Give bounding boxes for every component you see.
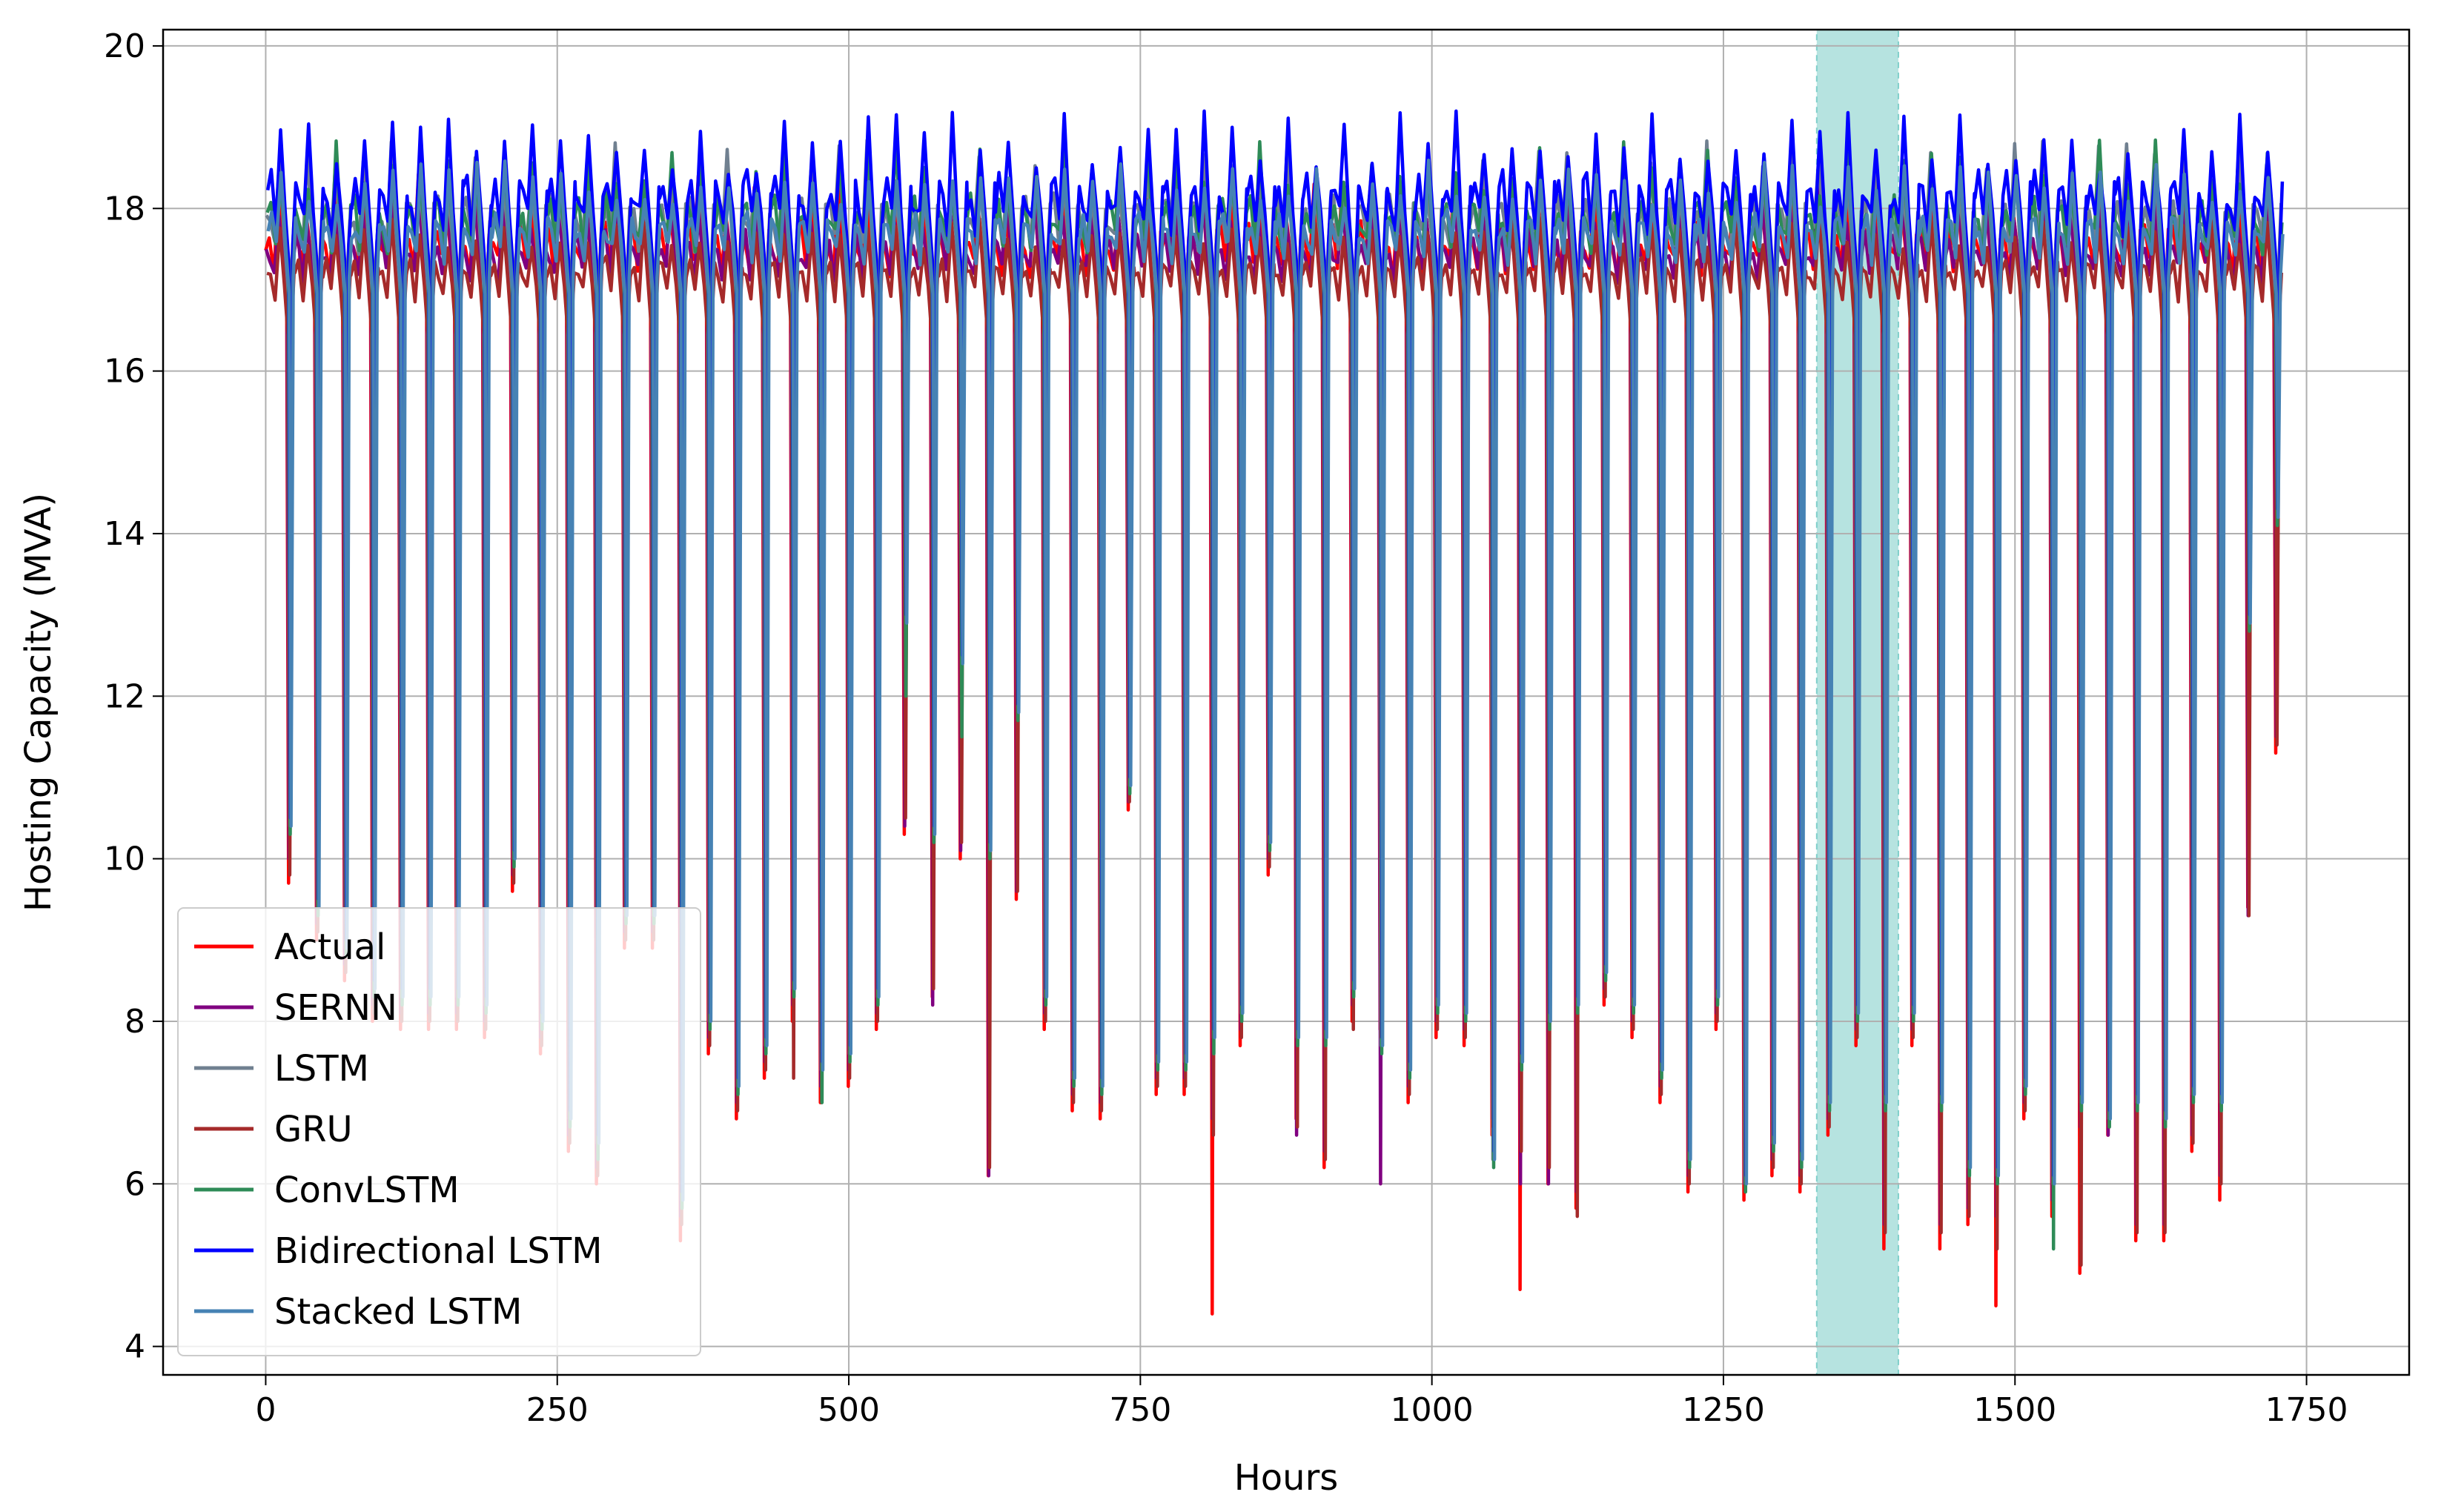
x-tick-label: 750 — [1109, 1391, 1171, 1429]
y-tick-label: 20 — [104, 27, 145, 65]
x-tick-label: 1750 — [2265, 1391, 2348, 1429]
y-tick-label: 6 — [125, 1165, 145, 1203]
legend-label: LSTM — [274, 1048, 369, 1090]
y-axis-label: Hosting Capacity (MVA) — [18, 493, 59, 912]
legend-box — [177, 907, 701, 1356]
x-tick-label: 1250 — [1682, 1391, 1765, 1429]
y-tick-label: 14 — [104, 515, 145, 553]
legend-items: Actual SERNN LSTM GRU ConvLSTM Bidirectional … — [194, 926, 603, 1333]
y-tick-label: 12 — [104, 677, 145, 715]
legend-label: SERNN — [274, 987, 397, 1029]
y-tick-label: 10 — [104, 840, 145, 878]
x-tick-label: 500 — [818, 1391, 880, 1429]
series-layer — [264, 109, 2285, 1316]
y-tick-label: 18 — [104, 190, 145, 228]
series-line-stacked-lstm — [266, 158, 2285, 1202]
x-ticks: 0 250 500 750 1000 1250 1500 1750 — [255, 1375, 2348, 1429]
y-tick-label: 8 — [125, 1003, 145, 1041]
y-tick-label: 4 — [125, 1328, 145, 1366]
legend-label: Bidirectional LSTM — [274, 1230, 603, 1272]
legend: Actual SERNN LSTM GRU ConvLSTM Bidirectional … — [177, 907, 701, 1356]
series-line-bidirectional-lstm — [265, 109, 2285, 1194]
y-ticks: 4 6 8 10 12 14 16 18 20 — [104, 27, 163, 1366]
legend-label: Stacked LSTM — [274, 1291, 522, 1333]
x-tick-label: 0 — [255, 1391, 276, 1429]
x-tick-label: 250 — [526, 1391, 589, 1429]
legend-label: ConvLSTM — [274, 1170, 460, 1211]
legend-label: Actual — [274, 926, 385, 968]
plot-frame — [162, 28, 2411, 1376]
legend-label: GRU — [274, 1109, 353, 1150]
x-tick-label: 1500 — [1973, 1391, 2056, 1429]
y-tick-label: 16 — [104, 353, 145, 391]
x-tick-label: 1000 — [1391, 1391, 1474, 1429]
x-axis-label: Hours — [1234, 1457, 1339, 1499]
